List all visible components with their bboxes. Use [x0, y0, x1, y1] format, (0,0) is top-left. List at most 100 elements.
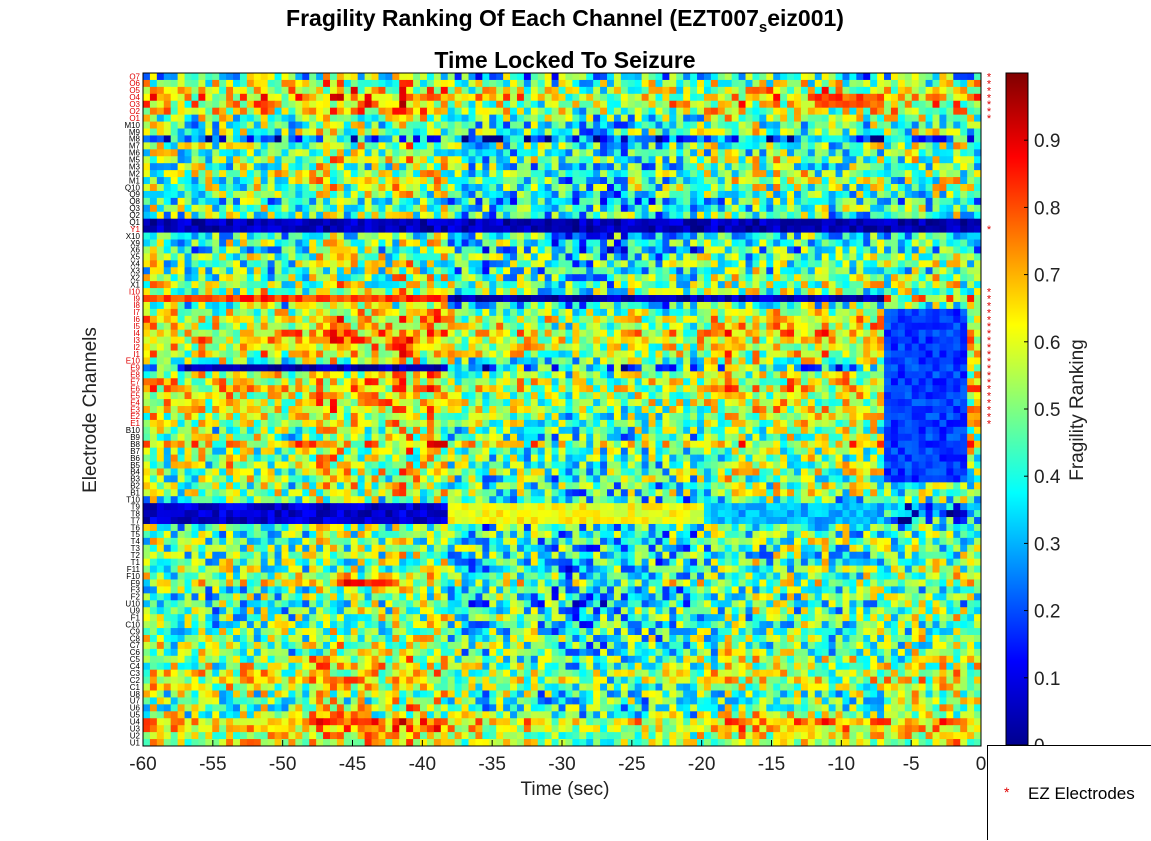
heatmap-cell: [454, 281, 463, 289]
heatmap-cell: [475, 267, 483, 275]
heatmap-cell: [496, 184, 504, 192]
heatmap-cell: [607, 135, 615, 143]
heatmap-cell: [329, 107, 338, 116]
heatmap-cell: [939, 204, 947, 213]
heatmap-cell: [433, 211, 442, 220]
heatmap-cell: [392, 274, 400, 282]
heatmap-cell: [316, 218, 324, 227]
heatmap-cell: [870, 107, 878, 116]
heatmap-cell: [690, 177, 698, 185]
heatmap-cell: [634, 149, 643, 157]
heatmap-cell: [170, 204, 179, 213]
heatmap-cell: [177, 343, 186, 352]
heatmap-cell: [523, 253, 532, 261]
heatmap-cell: [482, 232, 490, 241]
heatmap-cell: [593, 218, 601, 227]
heatmap-cell: [655, 93, 663, 102]
heatmap-cell: [239, 357, 248, 365]
heatmap-cell: [350, 156, 359, 164]
heatmap-cell: [440, 232, 449, 241]
heatmap-cell: [399, 190, 407, 199]
heatmap-cell: [662, 343, 670, 352]
heatmap-cell: [759, 322, 767, 331]
heatmap-cell: [309, 225, 317, 234]
heatmap-cell: [821, 218, 830, 227]
heatmap-cell: [890, 301, 899, 310]
heatmap-cell: [918, 260, 927, 268]
heatmap-cell: [323, 135, 331, 143]
heatmap-cell: [703, 170, 712, 178]
heatmap-cell: [281, 93, 289, 102]
heatmap-cell: [489, 218, 497, 227]
heatmap-cell: [897, 218, 906, 227]
heatmap-cell: [454, 177, 463, 185]
heatmap-cell: [205, 79, 213, 88]
heatmap-cell: [946, 350, 954, 358]
heatmap-cell: [967, 135, 975, 143]
heatmap-cell: [683, 107, 691, 116]
heatmap-cell: [544, 121, 553, 130]
heatmap-cell: [697, 135, 705, 143]
heatmap-cell: [226, 177, 234, 185]
heatmap-cell: [413, 204, 421, 213]
heatmap-cell: [710, 86, 719, 95]
heatmap-cell: [537, 218, 546, 227]
heatmap-cell: [925, 93, 934, 102]
heatmap-cell: [302, 197, 310, 206]
heatmap-cell: [766, 253, 774, 261]
heatmap-cell: [503, 93, 511, 102]
heatmap-cell: [939, 100, 947, 109]
heatmap-cell: [953, 114, 961, 123]
heatmap-cell: [544, 79, 553, 88]
heatmap-cell: [794, 184, 802, 192]
heatmap-cell: [496, 156, 504, 164]
heatmap-cell: [433, 253, 442, 261]
heatmap-cell: [413, 329, 421, 338]
heatmap-cell: [184, 135, 192, 143]
heatmap-cell: [267, 295, 276, 303]
heatmap-cell: [149, 288, 158, 296]
heatmap-cell: [253, 79, 262, 88]
heatmap-cell: [960, 260, 968, 268]
heatmap-cell: [170, 197, 179, 206]
heatmap-cell: [967, 121, 975, 130]
heatmap-cell: [329, 288, 338, 296]
heatmap-cell: [759, 135, 767, 143]
heatmap-cell: [703, 197, 712, 206]
heatmap-cell: [468, 163, 476, 171]
heatmap-cell: [399, 156, 407, 164]
heatmap-cell: [918, 86, 927, 95]
heatmap-cell: [523, 156, 532, 164]
heatmap-cell: [288, 204, 296, 213]
heatmap-cell: [329, 329, 338, 338]
heatmap-cell: [149, 239, 158, 247]
heatmap-cell: [953, 274, 961, 282]
heatmap-cell: [239, 343, 248, 352]
heatmap-cell: [738, 128, 747, 136]
heatmap-cell: [302, 274, 310, 282]
heatmap-cell: [226, 343, 234, 352]
heatmap-cell: [468, 322, 476, 331]
heatmap-cell: [219, 86, 227, 95]
heatmap-cell: [205, 86, 213, 95]
heatmap-cell: [489, 86, 497, 95]
heatmap-cell: [551, 121, 560, 130]
heatmap-cell: [219, 218, 227, 227]
heatmap-cell: [399, 239, 407, 247]
heatmap-cell: [239, 149, 248, 157]
heatmap-cell: [821, 301, 830, 310]
heatmap-cell: [143, 184, 151, 192]
heatmap-cell: [336, 322, 345, 331]
heatmap-cell: [710, 253, 719, 261]
heatmap-cell: [918, 239, 927, 247]
heatmap-cell: [766, 204, 774, 213]
heatmap-cell: [890, 163, 899, 171]
heatmap-cell: [967, 267, 975, 275]
heatmap-cell: [918, 225, 927, 234]
heatmap-cell: [697, 232, 705, 241]
heatmap-cell: [641, 149, 650, 157]
heatmap-cell: [523, 135, 532, 143]
heatmap-cell: [828, 315, 837, 324]
heatmap-cell: [233, 107, 241, 116]
heatmap-cell: [787, 281, 795, 289]
